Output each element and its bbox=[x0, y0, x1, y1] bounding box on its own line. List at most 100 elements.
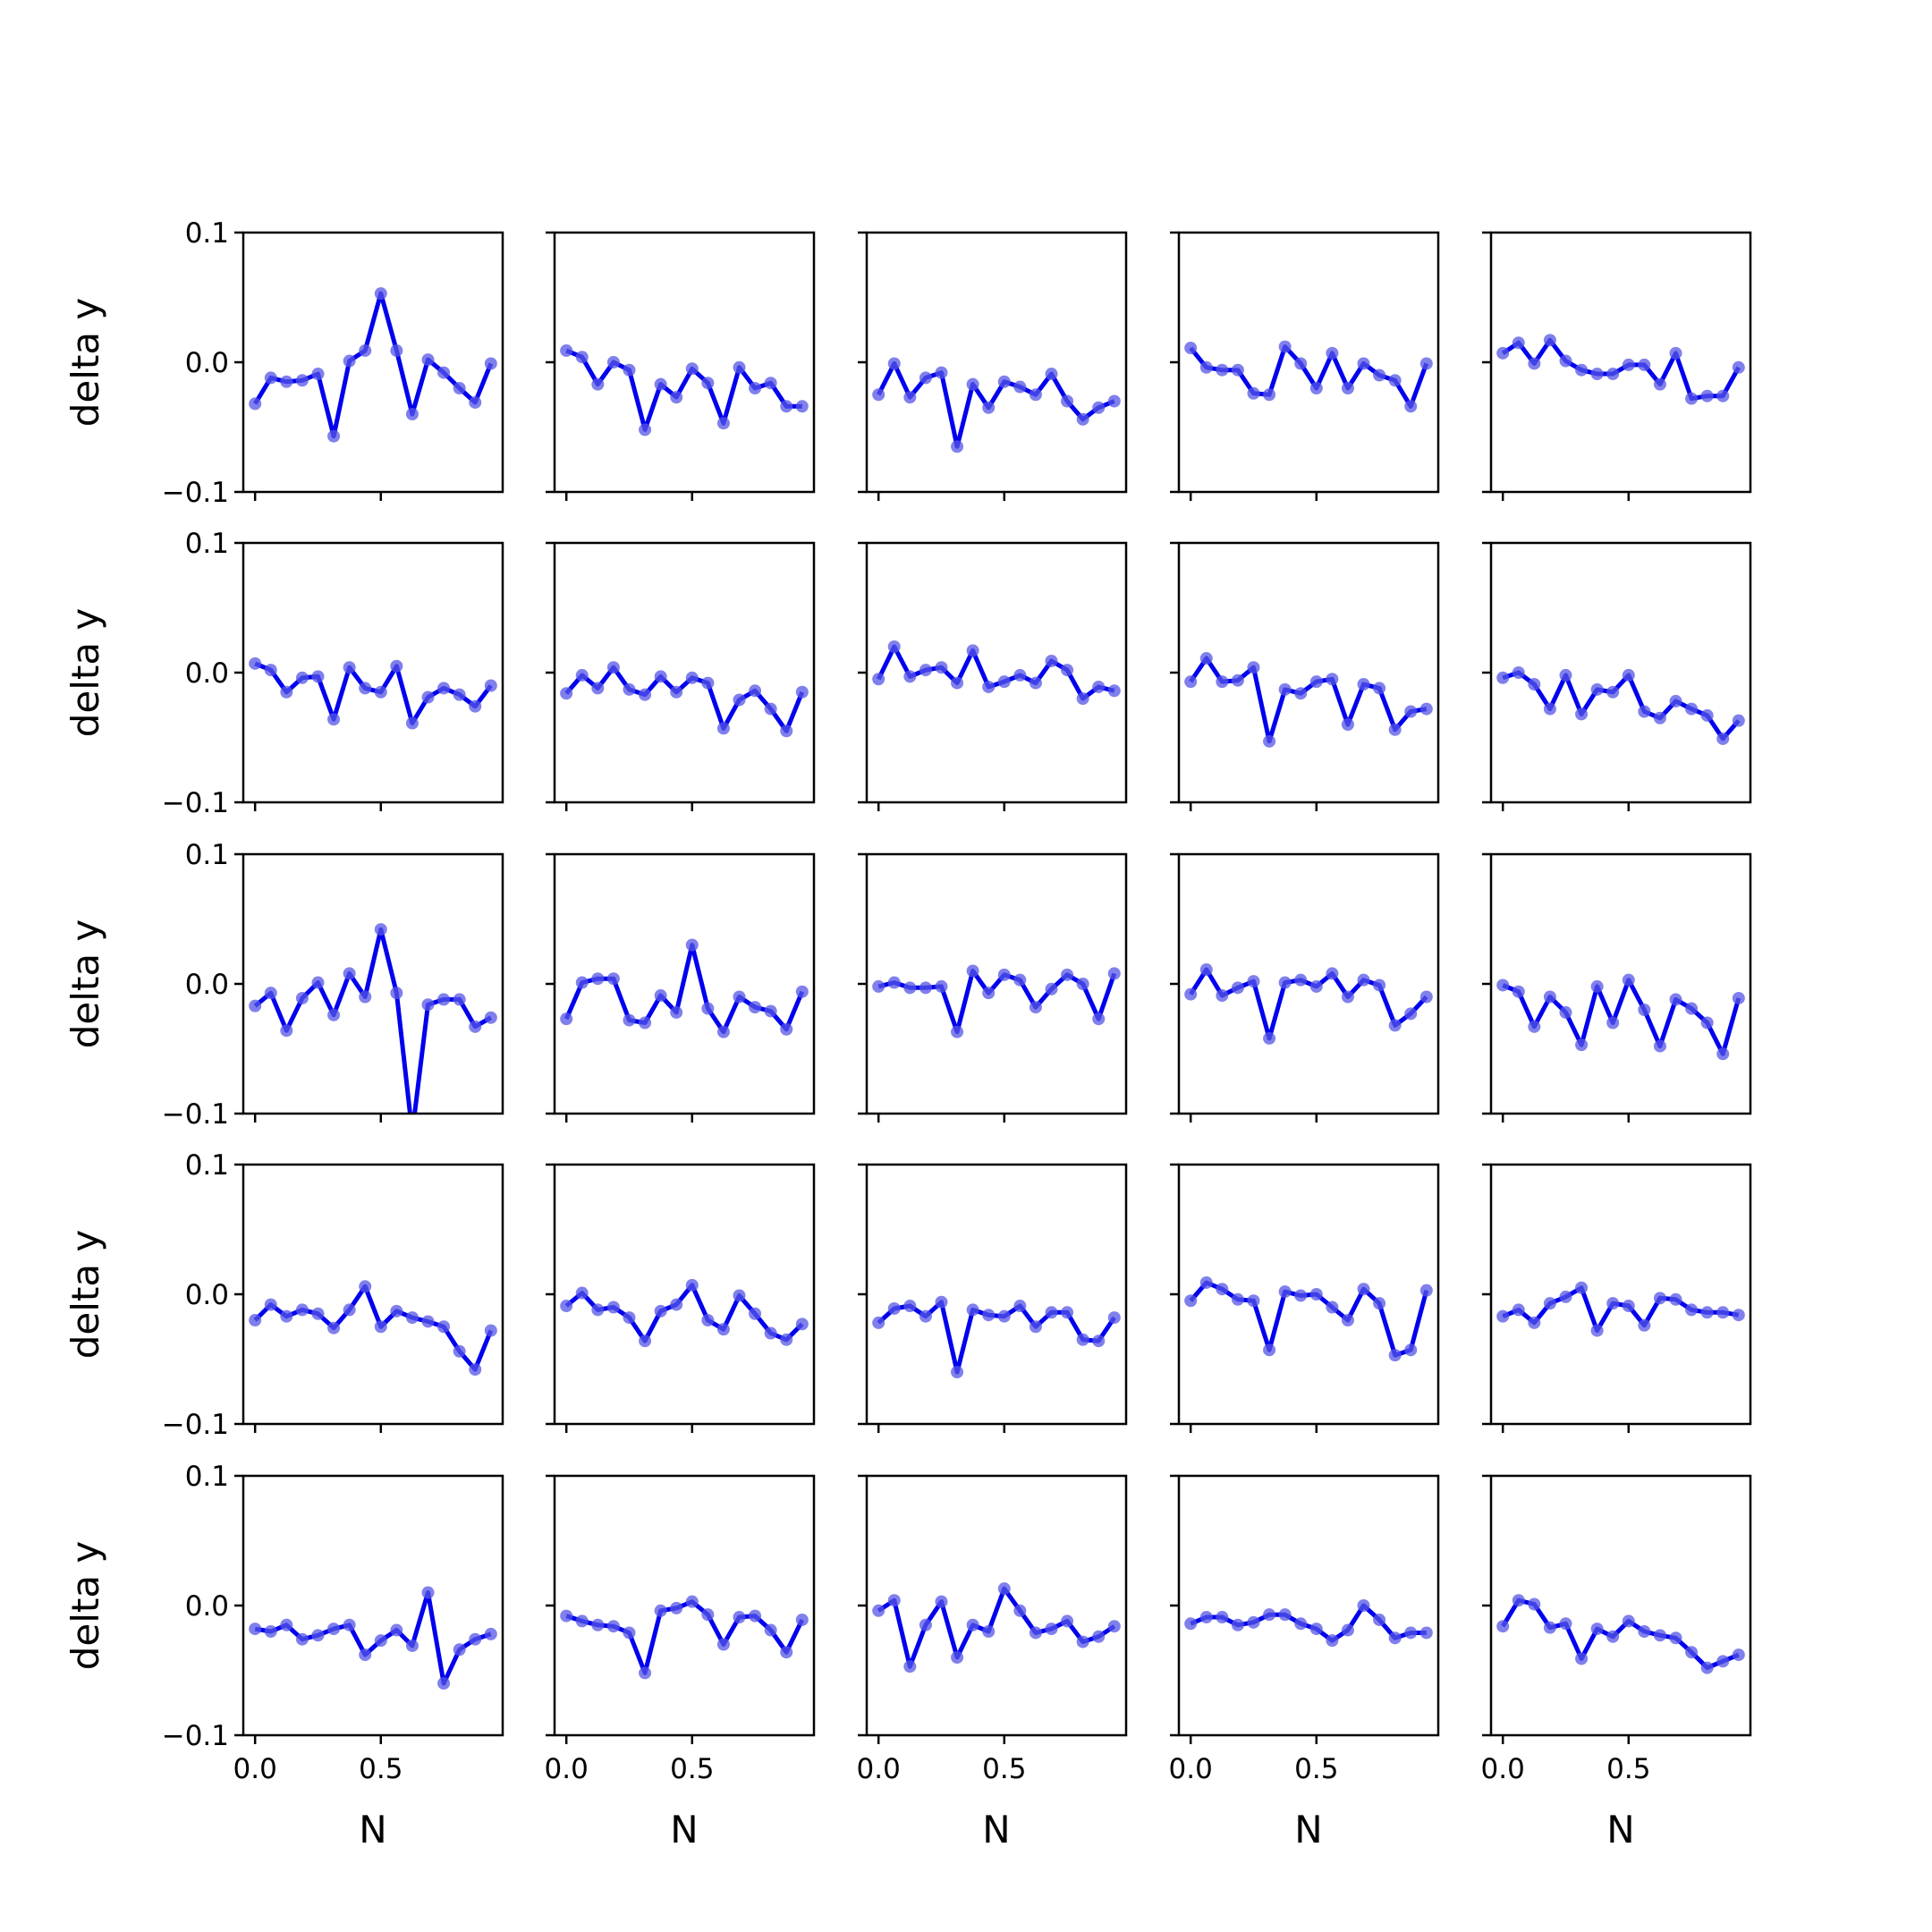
panel-5-5: 0.0 0.5 N bbox=[1481, 1474, 1752, 1852]
panel-5-2: 0.0 0.5 N bbox=[545, 1474, 816, 1852]
data-point bbox=[1575, 1652, 1589, 1665]
data-point bbox=[469, 1632, 482, 1646]
data-point bbox=[1496, 346, 1510, 360]
data-point bbox=[1622, 973, 1635, 987]
data-point bbox=[1309, 979, 1323, 993]
data-point bbox=[1419, 357, 1433, 370]
y-axis-label: delta y bbox=[64, 919, 107, 1049]
panel-2-1: 0.1 0.0 −0.1 delta y bbox=[64, 528, 504, 819]
data-point bbox=[1606, 1016, 1620, 1030]
y-tick-label: 0.0 bbox=[185, 1590, 229, 1623]
series-line bbox=[564, 1283, 804, 1343]
data-point bbox=[887, 1301, 901, 1315]
data-point bbox=[1716, 1655, 1730, 1668]
data-point bbox=[606, 972, 620, 986]
data-point bbox=[1231, 981, 1244, 995]
data-point bbox=[1528, 1316, 1541, 1329]
data-point bbox=[1622, 358, 1635, 371]
y-axis-label: delta y bbox=[64, 1230, 107, 1360]
data-point bbox=[1326, 673, 1339, 686]
data-point bbox=[764, 702, 777, 716]
data-point bbox=[484, 679, 497, 692]
data-point bbox=[951, 1025, 964, 1038]
data-point bbox=[1092, 1335, 1106, 1348]
data-point bbox=[733, 990, 746, 1004]
data-point bbox=[1309, 1288, 1323, 1301]
data-point bbox=[1512, 666, 1525, 679]
data-point bbox=[264, 664, 277, 677]
data-point bbox=[1638, 1625, 1651, 1638]
data-point bbox=[469, 1020, 482, 1033]
data-point bbox=[1388, 723, 1402, 736]
data-point bbox=[701, 1608, 715, 1622]
data-point bbox=[1685, 392, 1699, 405]
data-point bbox=[623, 1013, 636, 1027]
data-point bbox=[1638, 1318, 1651, 1332]
data-point bbox=[1092, 1630, 1106, 1643]
data-point bbox=[997, 1309, 1011, 1323]
data-point bbox=[1606, 368, 1620, 381]
data-point bbox=[311, 368, 325, 381]
data-point bbox=[359, 682, 372, 695]
data-point bbox=[343, 354, 356, 368]
series-group bbox=[249, 1586, 497, 1690]
data-point bbox=[997, 375, 1011, 388]
data-point bbox=[1231, 363, 1244, 377]
data-point bbox=[374, 923, 387, 936]
y-tick-label: 0.0 bbox=[185, 657, 229, 690]
data-point bbox=[327, 429, 341, 443]
data-point bbox=[982, 401, 996, 414]
data-point bbox=[749, 1609, 762, 1623]
data-point bbox=[575, 351, 589, 364]
data-point bbox=[484, 1627, 497, 1640]
data-point bbox=[374, 1634, 387, 1648]
panel-4-5 bbox=[1482, 1163, 1752, 1433]
data-point bbox=[1216, 363, 1229, 377]
data-point bbox=[374, 1320, 387, 1334]
series-line bbox=[876, 644, 1115, 701]
data-point bbox=[1653, 1292, 1666, 1305]
data-point bbox=[1107, 394, 1121, 408]
series-group bbox=[872, 1295, 1121, 1378]
data-point bbox=[733, 1289, 746, 1302]
data-point bbox=[1045, 1623, 1058, 1636]
data-point bbox=[1247, 1294, 1260, 1308]
series-line bbox=[877, 1300, 1116, 1375]
data-point bbox=[716, 1323, 730, 1336]
data-point bbox=[311, 1307, 325, 1320]
data-point bbox=[1404, 1343, 1418, 1357]
data-point bbox=[1716, 732, 1730, 745]
data-point bbox=[780, 1646, 793, 1659]
data-point bbox=[264, 1625, 277, 1638]
data-point bbox=[1404, 400, 1418, 413]
data-point bbox=[1716, 389, 1730, 402]
data-point bbox=[453, 1344, 466, 1358]
y-tick-label: 0.0 bbox=[185, 347, 229, 379]
series-line bbox=[565, 1599, 805, 1675]
data-point bbox=[654, 989, 667, 1003]
data-point bbox=[1076, 412, 1089, 426]
data-point bbox=[1716, 1306, 1730, 1319]
data-point bbox=[919, 371, 932, 385]
data-point bbox=[764, 1326, 777, 1340]
data-point bbox=[1247, 1615, 1260, 1629]
data-point bbox=[919, 664, 932, 677]
data-point bbox=[560, 1300, 573, 1313]
series-group bbox=[1184, 1275, 1433, 1362]
panel-4-1: 0.1 0.0 −0.1 delta y bbox=[64, 1149, 504, 1441]
data-point bbox=[560, 1013, 573, 1026]
data-point bbox=[966, 644, 979, 657]
data-point bbox=[749, 382, 762, 394]
data-point bbox=[1013, 1300, 1027, 1313]
data-point bbox=[1512, 985, 1525, 998]
data-point bbox=[280, 1309, 293, 1323]
data-point bbox=[560, 1609, 573, 1623]
data-point bbox=[1388, 1349, 1402, 1362]
x-axis-label: N bbox=[359, 1808, 386, 1852]
data-point bbox=[639, 688, 652, 701]
data-point bbox=[1590, 368, 1604, 381]
x-tick-label: 0.0 bbox=[857, 1753, 901, 1785]
data-point bbox=[919, 1618, 932, 1631]
data-point bbox=[1685, 702, 1699, 716]
